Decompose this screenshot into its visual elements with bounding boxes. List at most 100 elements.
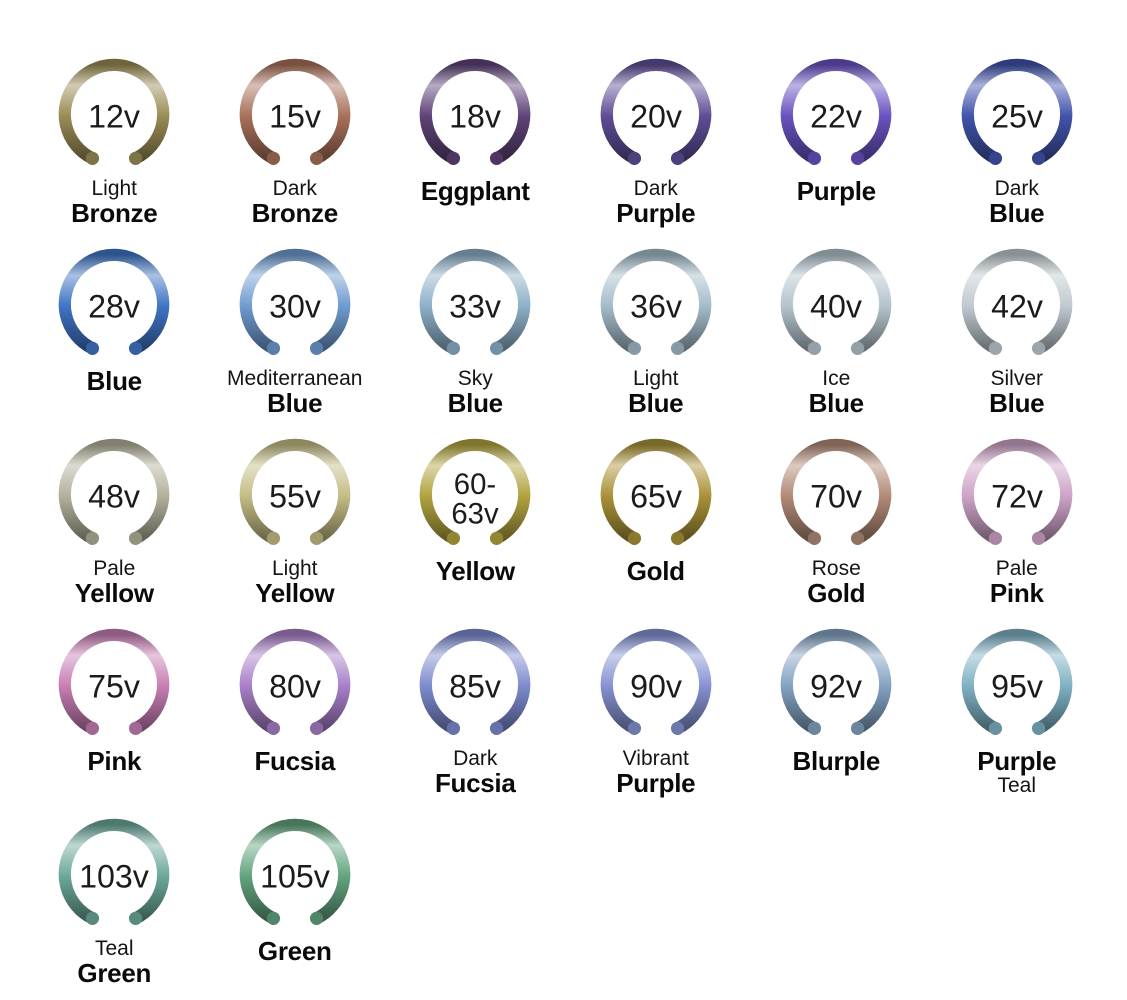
color-name-main: Purple [616,197,696,228]
color-name-12v: Light Bronze [71,178,158,230]
ring-image-18v: 18v [402,46,548,188]
voltage-label: 48v [88,478,140,514]
ring-image-15v: 15v [222,46,368,188]
color-swatch-22v: 22v Purple [746,46,927,230]
voltage-label: 25v [991,98,1043,134]
ring-ball-end [851,341,865,355]
color-name-36v: Light Blue [628,368,683,420]
captive-ring-icon: 72v [961,438,1073,545]
ring-image-12v: 12v [41,46,187,188]
ring-ball-end [86,151,100,165]
color-name-main: Eggplant [420,176,530,206]
ring-ball-end [490,151,504,165]
voltage-label: 40v [810,288,862,324]
voltage-label: 65v [630,478,682,514]
color-swatch-20v: 20v Dark Purple [566,46,747,230]
color-name-95v: Purple Teal [977,748,1056,800]
captive-ring-icon: 42v [961,248,1073,355]
ring-image-103v: 103v [41,806,187,948]
color-name-48v: Pale Yellow [75,558,154,610]
captive-ring-icon: 95v [961,628,1073,735]
captive-ring-icon: 75v [58,628,170,735]
color-name-qualifier: Dark [633,177,678,200]
color-name-qualifier: Ice [822,367,851,390]
captive-ring-icon: 30v [239,248,351,355]
ring-ball-end [627,531,641,545]
ring-ball-end [447,721,461,735]
ring-image-25v: 25v [944,46,1090,188]
ring-ball-end [851,151,865,165]
captive-ring-icon: 80v [239,628,351,735]
color-name-main: Blurple [792,746,881,776]
color-name-42v: Silver Blue [989,368,1044,420]
ring-ball-end [129,721,143,735]
voltage-label: 105v [260,858,330,894]
color-name-92v: Blurple [792,746,881,800]
voltage-label: 80v [269,668,321,704]
ring-ball-end [988,531,1002,545]
color-swatch-55v: 55v Light Yellow [205,426,386,610]
ring-ball-end [988,151,1002,165]
captive-ring-icon: 48v [58,438,170,545]
color-swatch-30v: 30v Mediterranean Blue [205,236,386,420]
ring-ball-end [627,341,641,355]
ring-ball-end [266,721,280,735]
ring-ball-end [266,341,280,355]
voltage-label: 103v [79,858,149,894]
captive-ring-icon: 15v [239,58,351,165]
color-name-main: Bronze [251,197,339,228]
ring-image-33v: 33v [402,236,548,378]
color-name-main: Bronze [71,197,158,228]
ring-ball-end [86,721,100,735]
color-name-qualifier: Pale [995,557,1038,580]
captive-ring-icon: 22v [780,58,892,165]
captive-ring-icon: 12v [58,58,170,165]
color-name-90v: Vibrant Purple [616,748,695,800]
color-name-25v: Dark Blue [989,178,1044,230]
ring-ball-end [1031,721,1045,735]
color-name-main: Blue [989,197,1045,228]
color-name-main: Blue [808,387,864,418]
captive-ring-icon: 28v [58,248,170,355]
ring-ball-end [266,911,280,925]
color-swatch-70v: 70v Rose Gold [746,426,927,610]
color-swatch-18v: 18v Eggplant [385,46,566,230]
ring-image-80v: 80v [222,616,368,758]
ring-ball-end [627,151,641,165]
ring-ball-end [309,721,323,735]
color-swatch-103v: 103v Teal Green [24,806,205,990]
color-name-80v: Fucsia [254,748,335,800]
color-swatch-12v: 12v Light Bronze [24,46,205,230]
ring-image-75v: 75v [41,616,187,758]
captive-ring-icon: 103v [58,818,170,925]
voltage-label: 92v [810,668,862,704]
color-name-40v: Ice Blue [809,368,864,420]
color-name-qualifier: Mediterranean [227,367,363,390]
ring-ball-end [129,531,143,545]
captive-ring-icon: 90v [600,628,712,735]
color-name-main: Purple [977,746,1057,776]
color-name-main: Blue [86,366,142,396]
color-name-105v: Green [258,938,332,990]
color-name-qualifier: Dark [994,177,1039,200]
color-name-main: Yellow [435,556,515,586]
ring-image-92v: 92v [763,616,909,758]
ring-ball-end [447,151,461,165]
color-name-18v: Eggplant [421,178,530,230]
ring-image-55v: 55v [222,426,368,568]
captive-ring-icon: 60-63v [419,438,531,545]
ring-ball-end [309,911,323,925]
ring-ball-end [309,151,323,165]
captive-ring-icon: 33v [419,248,531,355]
color-name-85v: Dark Fucsia [435,748,516,800]
ring-ball-end [670,151,684,165]
color-name-qualifier: Vibrant [622,747,689,770]
ring-ball-end [86,911,100,925]
ring-ball-end [129,151,143,165]
ring-image-85v: 85v [402,616,548,758]
color-name-main: Fucsia [434,767,516,798]
ring-ball-end [808,721,822,735]
color-swatch-48v: 48v Pale Yellow [24,426,205,610]
color-swatch-72v: 72v Pale Pink [927,426,1108,610]
ring-ball-end [670,531,684,545]
